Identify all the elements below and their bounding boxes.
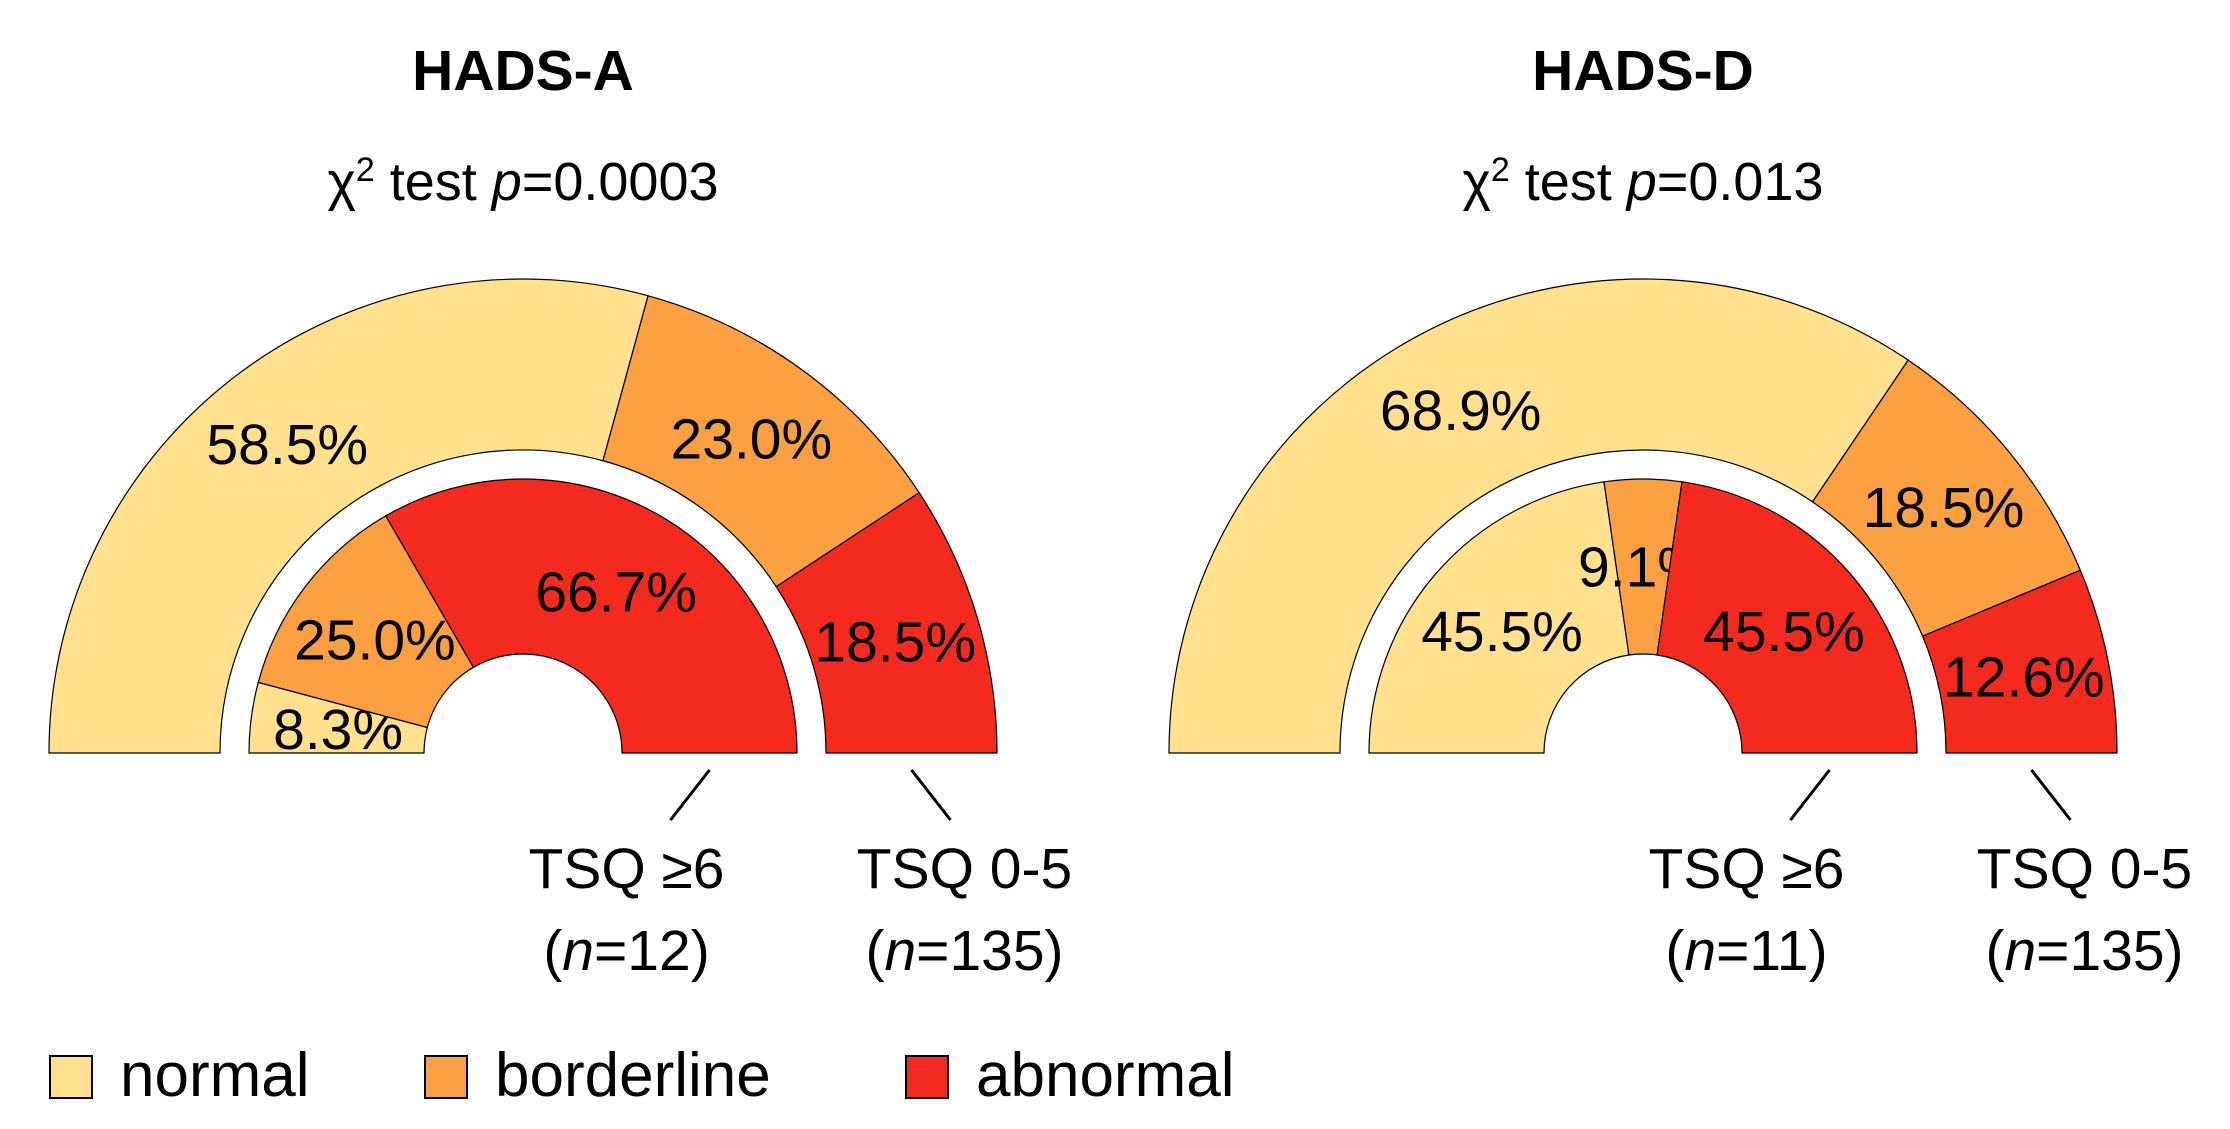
legend-swatch	[424, 1055, 468, 1099]
slice	[257, 515, 475, 729]
legend-swatch	[905, 1055, 949, 1099]
ring-n-label: (n=11)	[1665, 919, 1827, 983]
ring-label: TSQ 0-5	[1977, 837, 2192, 901]
subtitle-part: χ	[1462, 152, 1490, 212]
leader-line	[2030, 769, 2072, 821]
n-label-part: =11)	[1716, 919, 1827, 983]
value-label: 66.7%	[535, 560, 697, 624]
value-label: 23.0%	[671, 408, 833, 472]
n-label-part: =135)	[916, 919, 1063, 983]
chart-subtitle: χ2 test p=0.013	[1462, 151, 1823, 212]
ring-label: TSQ ≥6	[529, 837, 725, 901]
ring-label: TSQ 0-5	[857, 837, 1072, 901]
value-label: 45.5%	[1703, 600, 1865, 664]
value-label: 18.5%	[1863, 476, 2025, 540]
n-label-part: n	[562, 919, 594, 983]
slice	[1921, 569, 2118, 754]
leader-line	[669, 769, 711, 821]
value-label: 58.5%	[206, 413, 368, 477]
subtitle-part: 2	[1491, 151, 1510, 189]
ring-n-label: (n=12)	[543, 919, 709, 983]
ring-n-label: (n=135)	[1985, 919, 2183, 983]
leader-line	[910, 769, 952, 821]
value-label: 45.5%	[1421, 600, 1583, 664]
slice	[1368, 481, 1630, 754]
subtitle-part: test	[375, 152, 492, 212]
legend-swatch	[49, 1055, 93, 1099]
subtitle-part: test	[1510, 152, 1627, 212]
subtitle-part: 2	[356, 151, 375, 189]
slice	[1656, 481, 1918, 754]
n-label-part: =12)	[594, 919, 710, 983]
value-label: 18.5%	[814, 611, 976, 675]
n-label-part: n	[1684, 919, 1716, 983]
chart-title: HADS-D	[1532, 39, 1754, 103]
slice	[384, 478, 798, 754]
subtitle-part: =0.0003	[522, 152, 719, 212]
n-label-part: (	[1985, 919, 2004, 983]
slice	[775, 491, 998, 754]
ring-n-label: (n=135)	[865, 919, 1063, 983]
chart-subtitle: χ2 test p=0.0003	[327, 151, 718, 212]
subtitle-part: χ	[327, 152, 355, 212]
n-label-part: n	[2004, 919, 2036, 983]
n-label-part: n	[884, 919, 916, 983]
n-label-part: (	[865, 919, 884, 983]
legend-label: normal	[120, 1041, 310, 1110]
n-label-part: =135)	[2036, 919, 2183, 983]
value-label: 68.9%	[1380, 379, 1542, 443]
subtitle-part: =0.013	[1657, 152, 1824, 212]
value-label: 25.0%	[294, 609, 456, 673]
leader-line	[1789, 769, 1831, 821]
legend-label: borderline	[495, 1041, 771, 1110]
n-label-part: (	[543, 919, 562, 983]
n-label-part: (	[1665, 919, 1684, 983]
subtitle-part: p	[490, 152, 522, 212]
slice	[1168, 278, 1910, 754]
legend-label: abnormal	[976, 1041, 1234, 1110]
chart-title: HADS-A	[412, 39, 634, 103]
slice	[48, 278, 649, 754]
value-label: 12.6%	[1943, 646, 2105, 710]
subtitle-part: p	[1625, 152, 1657, 212]
ring-label: TSQ ≥6	[1649, 837, 1845, 901]
